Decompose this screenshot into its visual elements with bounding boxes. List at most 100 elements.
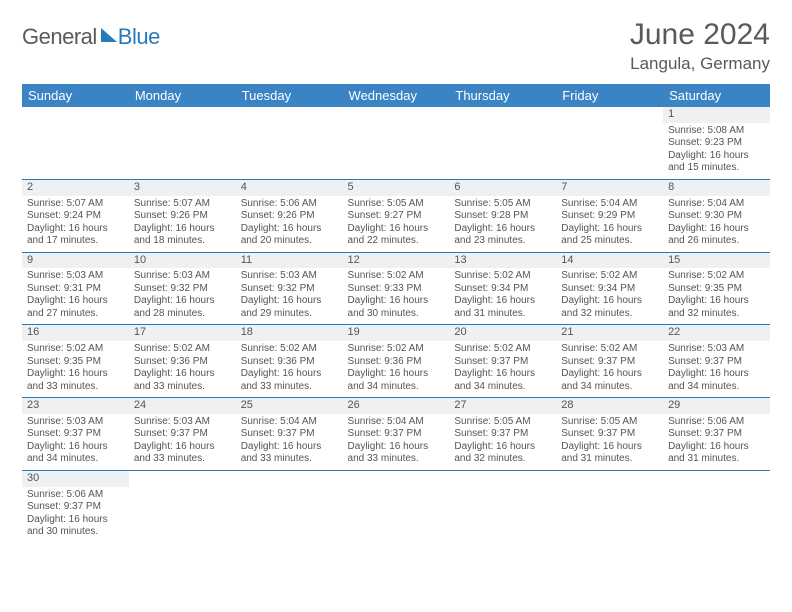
week-row: 30Sunrise: 5:06 AMSunset: 9:37 PMDayligh…	[22, 470, 770, 542]
day-day1: Daylight: 16 hours	[348, 295, 445, 308]
day-cell	[236, 470, 343, 542]
day-body: Sunrise: 5:05 AMSunset: 9:37 PMDaylight:…	[556, 414, 663, 470]
day-body: Sunrise: 5:05 AMSunset: 9:28 PMDaylight:…	[449, 196, 556, 252]
day-day1: Daylight: 16 hours	[668, 368, 765, 381]
day-day1: Daylight: 16 hours	[134, 223, 231, 236]
day-cell: 21Sunrise: 5:02 AMSunset: 9:37 PMDayligh…	[556, 325, 663, 398]
day-cell: 29Sunrise: 5:06 AMSunset: 9:37 PMDayligh…	[663, 398, 770, 471]
day-sunrise: Sunrise: 5:02 AM	[27, 343, 124, 356]
day-cell: 4Sunrise: 5:06 AMSunset: 9:26 PMDaylight…	[236, 179, 343, 252]
day-header: Friday	[556, 84, 663, 107]
day-number: 21	[556, 325, 663, 341]
day-day1: Daylight: 16 hours	[561, 368, 658, 381]
day-day2: and 28 minutes.	[134, 308, 231, 321]
day-day1: Daylight: 16 hours	[561, 295, 658, 308]
day-number: 29	[663, 398, 770, 414]
day-sunset: Sunset: 9:35 PM	[668, 283, 765, 296]
day-day2: and 30 minutes.	[27, 526, 124, 539]
day-day1: Daylight: 16 hours	[454, 223, 551, 236]
day-header: Wednesday	[343, 84, 450, 107]
day-sunset: Sunset: 9:36 PM	[348, 356, 445, 369]
day-sunset: Sunset: 9:37 PM	[27, 428, 124, 441]
day-number: 18	[236, 325, 343, 341]
day-body: Sunrise: 5:02 AMSunset: 9:35 PMDaylight:…	[663, 268, 770, 324]
day-sunset: Sunset: 9:31 PM	[27, 283, 124, 296]
day-sunset: Sunset: 9:24 PM	[27, 210, 124, 223]
day-number: 4	[236, 180, 343, 196]
day-sunset: Sunset: 9:37 PM	[134, 428, 231, 441]
day-body: Sunrise: 5:03 AMSunset: 9:31 PMDaylight:…	[22, 268, 129, 324]
day-day1: Daylight: 16 hours	[27, 514, 124, 527]
day-cell: 5Sunrise: 5:05 AMSunset: 9:27 PMDaylight…	[343, 179, 450, 252]
day-cell: 9Sunrise: 5:03 AMSunset: 9:31 PMDaylight…	[22, 252, 129, 325]
day-day2: and 30 minutes.	[348, 308, 445, 321]
day-sunrise: Sunrise: 5:02 AM	[668, 270, 765, 283]
day-number: 6	[449, 180, 556, 196]
day-sunrise: Sunrise: 5:02 AM	[454, 343, 551, 356]
day-number: 25	[236, 398, 343, 414]
day-body: Sunrise: 5:02 AMSunset: 9:34 PMDaylight:…	[449, 268, 556, 324]
day-day2: and 23 minutes.	[454, 235, 551, 248]
day-sunrise: Sunrise: 5:03 AM	[134, 416, 231, 429]
day-day1: Daylight: 16 hours	[561, 441, 658, 454]
day-body: Sunrise: 5:02 AMSunset: 9:36 PMDaylight:…	[129, 341, 236, 397]
day-number: 5	[343, 180, 450, 196]
day-sunset: Sunset: 9:23 PM	[668, 137, 765, 150]
day-sunrise: Sunrise: 5:07 AM	[27, 198, 124, 211]
day-body: Sunrise: 5:02 AMSunset: 9:37 PMDaylight:…	[449, 341, 556, 397]
day-sunrise: Sunrise: 5:02 AM	[348, 270, 445, 283]
day-cell: 20Sunrise: 5:02 AMSunset: 9:37 PMDayligh…	[449, 325, 556, 398]
day-day1: Daylight: 16 hours	[27, 223, 124, 236]
day-cell	[449, 107, 556, 179]
day-day2: and 29 minutes.	[241, 308, 338, 321]
day-day2: and 33 minutes.	[348, 453, 445, 466]
day-number: 30	[22, 471, 129, 487]
day-sunset: Sunset: 9:37 PM	[668, 428, 765, 441]
day-sunrise: Sunrise: 5:03 AM	[241, 270, 338, 283]
day-sunrise: Sunrise: 5:05 AM	[561, 416, 658, 429]
day-cell: 30Sunrise: 5:06 AMSunset: 9:37 PMDayligh…	[22, 470, 129, 542]
day-day2: and 33 minutes.	[241, 381, 338, 394]
day-number: 3	[129, 180, 236, 196]
location-label: Langula, Germany	[630, 54, 770, 74]
day-sunrise: Sunrise: 5:04 AM	[241, 416, 338, 429]
day-day1: Daylight: 16 hours	[27, 295, 124, 308]
day-sunrise: Sunrise: 5:03 AM	[27, 270, 124, 283]
calendar-table: SundayMondayTuesdayWednesdayThursdayFrid…	[22, 84, 770, 543]
day-day2: and 20 minutes.	[241, 235, 338, 248]
day-day2: and 22 minutes.	[348, 235, 445, 248]
day-number: 16	[22, 325, 129, 341]
day-number: 11	[236, 253, 343, 269]
day-number: 8	[663, 180, 770, 196]
day-cell	[343, 107, 450, 179]
day-day1: Daylight: 16 hours	[454, 441, 551, 454]
day-number: 15	[663, 253, 770, 269]
day-body: Sunrise: 5:03 AMSunset: 9:32 PMDaylight:…	[236, 268, 343, 324]
day-cell: 24Sunrise: 5:03 AMSunset: 9:37 PMDayligh…	[129, 398, 236, 471]
month-title: June 2024	[630, 18, 770, 52]
day-day2: and 25 minutes.	[561, 235, 658, 248]
week-row: 9Sunrise: 5:03 AMSunset: 9:31 PMDaylight…	[22, 252, 770, 325]
day-cell: 22Sunrise: 5:03 AMSunset: 9:37 PMDayligh…	[663, 325, 770, 398]
day-day1: Daylight: 16 hours	[561, 223, 658, 236]
day-sunrise: Sunrise: 5:02 AM	[134, 343, 231, 356]
day-body: Sunrise: 5:02 AMSunset: 9:36 PMDaylight:…	[343, 341, 450, 397]
day-number: 1	[663, 107, 770, 123]
day-cell: 23Sunrise: 5:03 AMSunset: 9:37 PMDayligh…	[22, 398, 129, 471]
day-day2: and 34 minutes.	[348, 381, 445, 394]
day-day1: Daylight: 16 hours	[241, 368, 338, 381]
day-number: 28	[556, 398, 663, 414]
day-day1: Daylight: 16 hours	[454, 295, 551, 308]
day-header: Thursday	[449, 84, 556, 107]
day-number: 22	[663, 325, 770, 341]
day-day1: Daylight: 16 hours	[454, 368, 551, 381]
day-sunset: Sunset: 9:34 PM	[454, 283, 551, 296]
day-day2: and 33 minutes.	[241, 453, 338, 466]
day-day2: and 31 minutes.	[668, 453, 765, 466]
day-cell	[556, 107, 663, 179]
day-day1: Daylight: 16 hours	[348, 223, 445, 236]
day-day1: Daylight: 16 hours	[668, 441, 765, 454]
day-sunrise: Sunrise: 5:05 AM	[454, 198, 551, 211]
day-cell: 15Sunrise: 5:02 AMSunset: 9:35 PMDayligh…	[663, 252, 770, 325]
day-day2: and 26 minutes.	[668, 235, 765, 248]
